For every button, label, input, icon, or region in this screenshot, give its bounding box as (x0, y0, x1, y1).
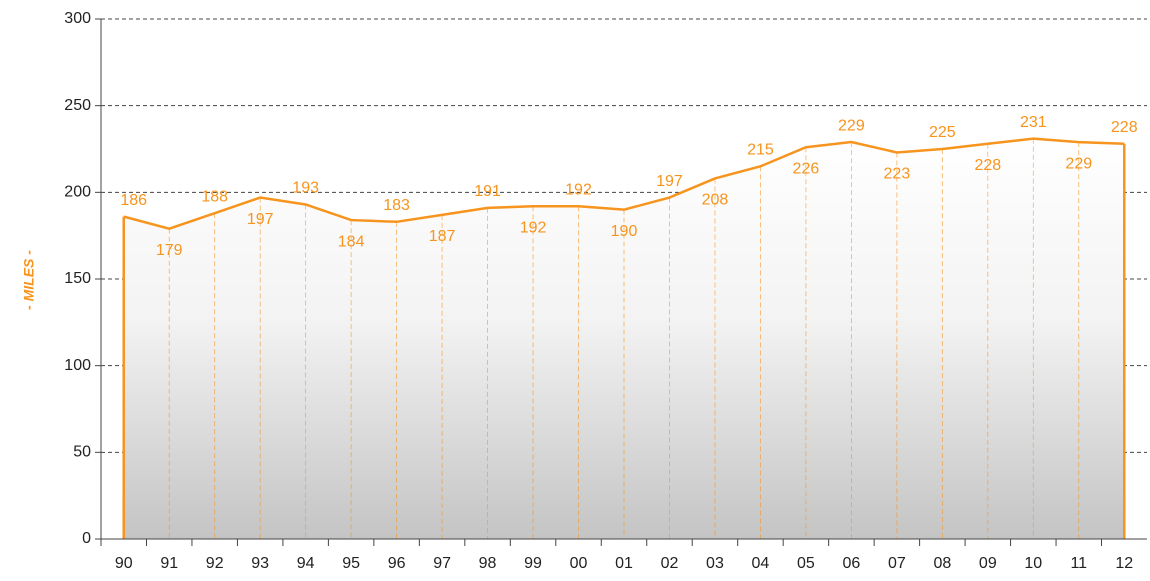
x-tick-label: 91 (160, 555, 178, 572)
value-label: 183 (383, 197, 410, 214)
x-tick-label: 02 (661, 555, 679, 572)
y-tick-label: 100 (64, 357, 91, 374)
x-tick-label: 90 (115, 555, 133, 572)
x-tick-label: 93 (251, 555, 269, 572)
value-label: 197 (656, 173, 683, 190)
value-label: 192 (565, 181, 592, 198)
x-tick-label: 92 (206, 555, 224, 572)
x-tick-label: 07 (888, 555, 906, 572)
x-tick-label: 11 (1070, 555, 1087, 572)
value-label: 197 (247, 211, 274, 228)
value-label: 192 (520, 219, 547, 236)
x-tick-label: 98 (479, 555, 497, 572)
x-tick-label: 09 (979, 555, 997, 572)
value-label: 223 (884, 166, 911, 183)
x-tick-label: 05 (797, 555, 815, 572)
value-label: 226 (793, 160, 820, 177)
y-tick-label: 300 (64, 10, 91, 27)
x-tick-label: 04 (752, 555, 770, 572)
value-label: 225 (929, 124, 956, 141)
x-tick-label: 96 (388, 555, 406, 572)
x-tick-label: 95 (342, 555, 360, 572)
value-label: 190 (611, 223, 638, 240)
x-tick-label: 03 (706, 555, 724, 572)
value-label: 229 (1065, 155, 1092, 172)
y-tick-label: 250 (64, 97, 91, 114)
x-tick-label: 10 (1024, 555, 1042, 572)
y-axis-label: - MILES - (21, 250, 37, 310)
x-tick-label: 99 (524, 555, 542, 572)
value-label: 188 (201, 188, 228, 205)
y-tick-label: 0 (82, 530, 91, 547)
value-label: 228 (974, 157, 1001, 174)
y-tick-label: 50 (73, 444, 91, 461)
value-label: 228 (1111, 119, 1138, 136)
y-tick-label: 150 (64, 270, 91, 287)
value-label: 187 (429, 228, 456, 245)
x-tick-label: 12 (1115, 555, 1133, 572)
x-tick-label: 00 (570, 555, 588, 572)
x-tick-label: 08 (933, 555, 951, 572)
line (123, 137, 1125, 231)
x-tick-label: 97 (433, 555, 451, 572)
value-label: 231 (1020, 114, 1047, 131)
x-tick-label: 01 (615, 555, 633, 572)
value-label: 208 (702, 192, 729, 209)
value-label: 184 (338, 233, 365, 250)
value-label: 191 (474, 183, 501, 200)
x-tick-label: 94 (297, 555, 315, 572)
value-label: 229 (838, 117, 865, 134)
value-label: 215 (747, 142, 774, 159)
x-tick-label: 06 (842, 555, 860, 572)
value-label: 193 (292, 180, 319, 197)
y-tick-label: 200 (64, 184, 91, 201)
value-label: 186 (120, 192, 147, 209)
value-label: 179 (156, 242, 183, 259)
